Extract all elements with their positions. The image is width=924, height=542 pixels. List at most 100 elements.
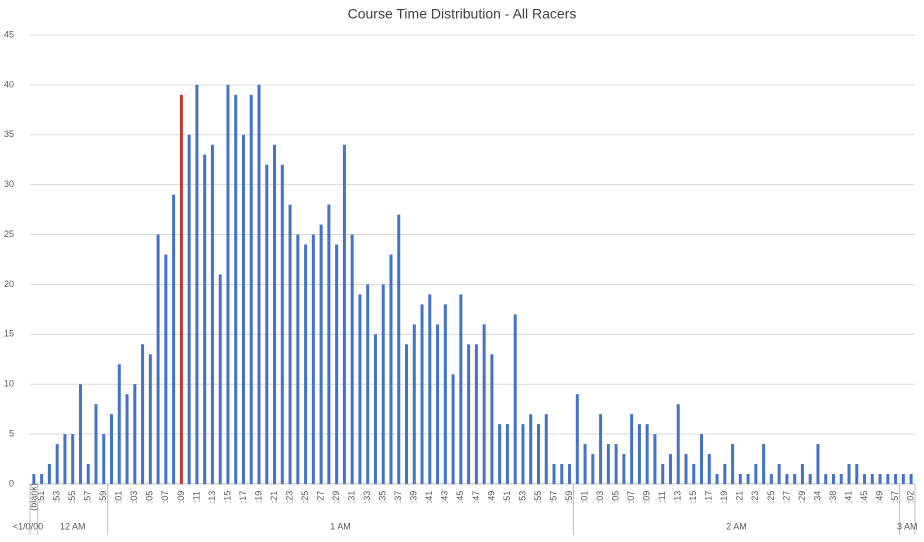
bar	[102, 434, 106, 484]
x-tick-label: :57	[83, 491, 93, 504]
group-label: 12 AM	[60, 521, 86, 531]
bar	[498, 424, 502, 484]
bar	[536, 424, 540, 484]
x-tick-label: :23	[750, 491, 760, 504]
x-tick-label: :09	[176, 491, 186, 504]
bar	[785, 474, 789, 484]
x-tick-label: :21	[269, 491, 279, 504]
bar	[459, 294, 463, 484]
bar	[304, 244, 308, 484]
x-tick-label: :45	[859, 491, 869, 504]
bar	[746, 474, 750, 484]
bar	[436, 324, 440, 484]
bar	[738, 474, 742, 484]
y-tick-label: 10	[4, 379, 14, 389]
bar	[777, 464, 781, 484]
bar	[544, 414, 548, 484]
x-tick-label: :11	[191, 491, 201, 503]
chart-title: Course Time Distribution - All Racers	[348, 6, 577, 22]
bar	[428, 294, 432, 484]
x-tick-label: :37	[393, 491, 403, 504]
bar	[894, 474, 898, 484]
x-tick-label: :31	[347, 491, 357, 504]
y-tick-label: 40	[4, 79, 14, 89]
bar	[878, 474, 882, 484]
bar	[249, 94, 253, 484]
bar	[71, 434, 75, 484]
x-tick-label: :38	[828, 491, 838, 504]
group-label: 2 AM	[726, 521, 747, 531]
bar	[614, 444, 618, 484]
bar	[327, 204, 331, 484]
bar	[381, 284, 385, 484]
x-tick-label: :29	[331, 491, 341, 504]
bar	[661, 464, 665, 484]
bar	[133, 384, 137, 484]
x-tick-label: :57	[890, 491, 900, 504]
bar	[855, 464, 859, 484]
y-tick-label: 30	[4, 179, 14, 189]
bar	[451, 374, 455, 484]
bar	[816, 444, 820, 484]
bar	[653, 434, 657, 484]
bar	[800, 464, 804, 484]
bar	[490, 354, 494, 484]
x-tick-label: :49	[486, 491, 496, 504]
bar	[831, 474, 835, 484]
x-tick-label: :03	[129, 491, 139, 504]
bar	[731, 444, 735, 484]
bar	[366, 284, 370, 484]
y-tick-label: 15	[4, 329, 14, 339]
y-tick-label: 20	[4, 279, 14, 289]
bar	[319, 224, 323, 485]
x-tick-label: :43	[440, 491, 450, 504]
bar	[179, 94, 183, 484]
bar	[288, 204, 292, 484]
bar	[583, 444, 587, 484]
y-tick-label: 45	[4, 29, 14, 39]
x-tick-label: :35	[378, 491, 388, 504]
x-tick-label: :23	[284, 491, 294, 504]
y-tick-label: 5	[9, 428, 14, 438]
x-tick-label: (blank)	[28, 483, 38, 511]
x-tick-label: :15	[222, 491, 232, 504]
y-tick-label: 0	[9, 478, 14, 488]
x-tick-label: :09	[642, 491, 652, 504]
bar	[187, 134, 191, 484]
x-tick-label: :21	[735, 491, 745, 504]
bar	[342, 144, 346, 484]
bar	[637, 424, 641, 484]
bar	[405, 344, 409, 484]
x-tick-label: :41	[843, 491, 853, 504]
x-tick-label: :25	[300, 491, 310, 504]
x-tick-label: :29	[797, 491, 807, 504]
bar	[40, 474, 44, 484]
x-tick-label: :59	[564, 491, 574, 504]
bar	[676, 404, 680, 484]
x-tick-label: :49	[874, 491, 884, 504]
bar	[606, 444, 610, 484]
group-label: 1 AM	[330, 521, 351, 531]
bar	[622, 454, 626, 484]
bar	[78, 384, 82, 484]
bar	[172, 194, 176, 484]
bar	[560, 464, 564, 484]
bar	[141, 344, 145, 484]
x-tick-label: :25	[766, 491, 776, 504]
bar	[148, 354, 152, 484]
bar	[762, 444, 766, 484]
bar	[110, 414, 114, 484]
bar	[886, 474, 890, 484]
bar	[443, 304, 447, 484]
x-tick-label: :55	[67, 491, 77, 504]
bar	[467, 344, 471, 484]
bar	[715, 474, 719, 484]
bar	[156, 234, 160, 484]
bar	[273, 144, 277, 484]
x-tick-label: :15	[688, 491, 698, 504]
x-tick-label: :27	[781, 491, 791, 504]
bar	[909, 474, 913, 484]
bar	[280, 164, 284, 484]
x-tick-label: :45	[455, 491, 465, 504]
